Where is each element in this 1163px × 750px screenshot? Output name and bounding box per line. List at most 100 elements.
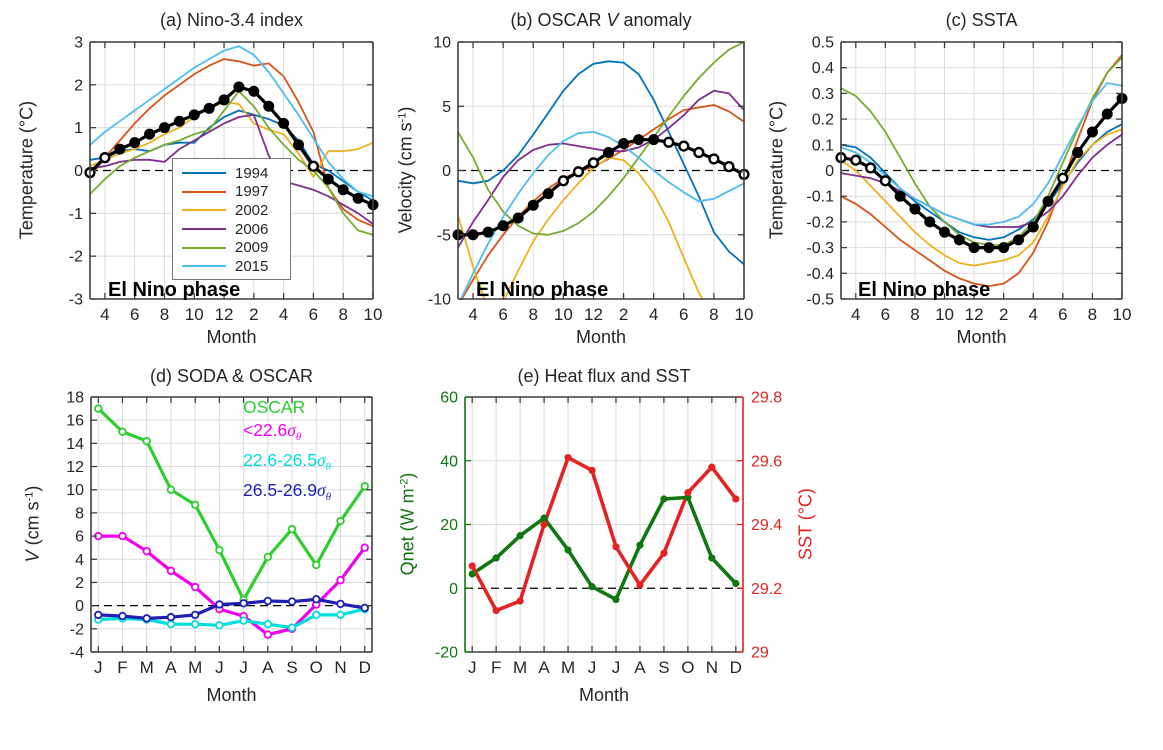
series-line-b-1994	[457, 60, 745, 266]
data-marker	[336, 599, 345, 609]
xtick-label: 4	[468, 305, 477, 324]
data-marker	[142, 546, 151, 556]
legend-label: 2015	[235, 257, 269, 275]
ytick-label: 5	[442, 99, 451, 116]
data-marker	[732, 495, 740, 503]
mean-marker	[233, 81, 245, 93]
mean-marker	[587, 157, 600, 169]
series-line-a-2009	[89, 90, 374, 236]
mean-marker	[879, 175, 891, 187]
ytick-label: -5	[437, 227, 451, 244]
legend-label: 2002	[235, 201, 269, 219]
xtick-label: A	[538, 658, 550, 677]
data-marker	[564, 453, 572, 462]
mean-marker	[648, 134, 660, 146]
data-marker	[636, 581, 644, 589]
mean-marker	[998, 242, 1010, 254]
mean-marker	[467, 229, 479, 241]
xtick-label: J	[588, 658, 597, 677]
legend-label: 2009	[235, 239, 269, 257]
mean-marker	[337, 184, 349, 196]
mean-marker	[1012, 234, 1024, 246]
ytick-label: 0	[449, 581, 458, 598]
data-marker	[660, 549, 668, 557]
ytick-label: 40	[440, 453, 458, 470]
data-marker	[540, 514, 548, 522]
mean-marker	[497, 220, 509, 232]
data-marker	[312, 595, 321, 604]
data-marker	[166, 619, 176, 629]
mean-marker	[263, 100, 275, 112]
mean-marker	[983, 242, 995, 254]
xtick-label: 10	[935, 305, 954, 324]
mean-marker	[968, 242, 980, 254]
marker-group-e	[468, 453, 740, 615]
series-line-a-1994	[89, 109, 374, 202]
xtick-label: 6	[1058, 305, 1067, 324]
mean-marker	[352, 192, 364, 204]
data-marker	[215, 621, 224, 630]
xtick-label: N	[334, 658, 346, 677]
xtick-label: 10	[554, 305, 573, 324]
xtick-label: M	[140, 658, 154, 677]
ytick-label: 8	[75, 505, 84, 522]
xtick-label: 4	[1029, 305, 1038, 324]
legend-d-item-<22.6: <22.6σθ	[243, 420, 302, 443]
xtick-label: 4	[851, 305, 860, 324]
mean-marker	[693, 146, 705, 159]
series-line-e-Qnet	[470, 495, 738, 602]
xtick-label: 6	[130, 305, 139, 324]
legend-item-1997: 1997	[182, 183, 290, 202]
data-marker	[492, 554, 500, 562]
marker-group-d	[94, 404, 369, 639]
data-marker	[468, 562, 476, 570]
xtick-label: 6	[498, 305, 507, 324]
xtick-label: 6	[881, 305, 890, 324]
mean-marker	[633, 134, 645, 146]
data-marker	[516, 532, 524, 540]
mean-marker	[909, 203, 921, 215]
mean-marker	[482, 226, 494, 238]
xtick-label: 8	[338, 305, 347, 324]
xtick-label: 2	[999, 305, 1008, 324]
mean-marker	[527, 199, 539, 211]
data-marker	[239, 599, 248, 608]
data-marker	[166, 566, 176, 576]
xtick-label: S	[658, 658, 669, 677]
mean-marker	[512, 212, 524, 224]
legend-d-item-22.6-26.5: 22.6-26.5σθ	[243, 450, 331, 473]
legend-item-2006: 2006	[182, 220, 290, 239]
ytick-label: -0.3	[806, 240, 834, 257]
legend-d-item-26.5-26.9: 26.5-26.9σθ	[243, 480, 331, 503]
data-marker	[287, 524, 297, 534]
legend-item-1994: 1994	[182, 164, 290, 183]
panel-d-title: (d) SODA & OSCAR	[149, 366, 314, 386]
ytick-label: 4	[75, 552, 84, 569]
panel-c-ylabel: Temperature (°C)	[766, 100, 787, 240]
mean-marker	[1027, 221, 1039, 233]
legend-line-swatch	[182, 209, 226, 212]
panel-c: 4 6 8 10 12 2 4 6 8 10 -0.5 -0.4 -0.3 -0.2 -0.1 0 0.1 0.2…	[806, 35, 1131, 325]
mean-marker	[723, 161, 735, 173]
data-marker	[516, 597, 524, 605]
data-marker	[190, 619, 200, 629]
ytick-label: 0.3	[812, 86, 834, 103]
xtick-label: O	[310, 658, 323, 677]
xtick-label: 8	[1088, 305, 1097, 324]
series-line-a-2015	[89, 45, 374, 198]
data-marker	[118, 427, 127, 436]
series-line-a-2002	[89, 101, 374, 178]
ytick-label: 6	[75, 529, 84, 546]
series-line-e-SST	[470, 455, 738, 613]
ytick-label: -3	[69, 292, 83, 309]
xtick-label: 10	[185, 305, 204, 324]
xtick-label: 4	[279, 305, 288, 324]
data-marker	[660, 495, 668, 503]
series-line-b-2006	[457, 89, 745, 249]
y2tick-label: 29.4	[751, 517, 782, 534]
mean-marker	[603, 147, 615, 159]
ytick-label: -2	[69, 249, 83, 266]
data-marker	[360, 543, 369, 552]
